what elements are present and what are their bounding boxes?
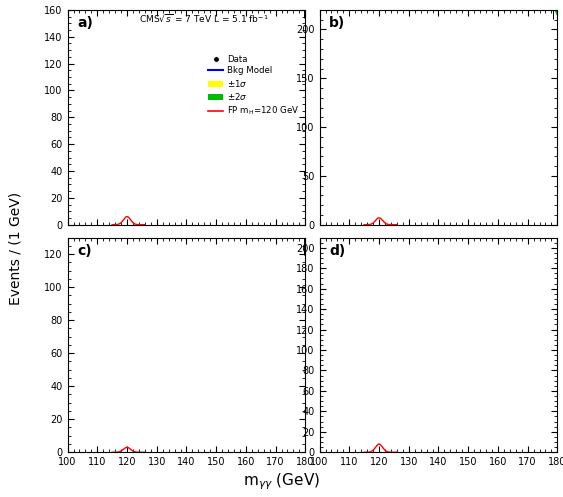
Text: a): a) [77,16,93,30]
Text: Events / (1 GeV): Events / (1 GeV) [8,192,23,305]
Text: d): d) [329,244,345,258]
Text: CMS$\sqrt{s}$ = 7 TeV L = 5.1 fb$^{-1}$: CMS$\sqrt{s}$ = 7 TeV L = 5.1 fb$^{-1}$ [139,12,269,24]
Text: b): b) [329,16,345,30]
Text: m$_{\gamma\gamma}$ (GeV): m$_{\gamma\gamma}$ (GeV) [243,472,320,492]
Text: c): c) [77,244,92,258]
Legend: Data, Bkg Model, $\pm$1$\sigma$, $\pm$2$\sigma$, FP m$_{\rm H}$=120 GeV: Data, Bkg Model, $\pm$1$\sigma$, $\pm$2$… [206,53,301,119]
